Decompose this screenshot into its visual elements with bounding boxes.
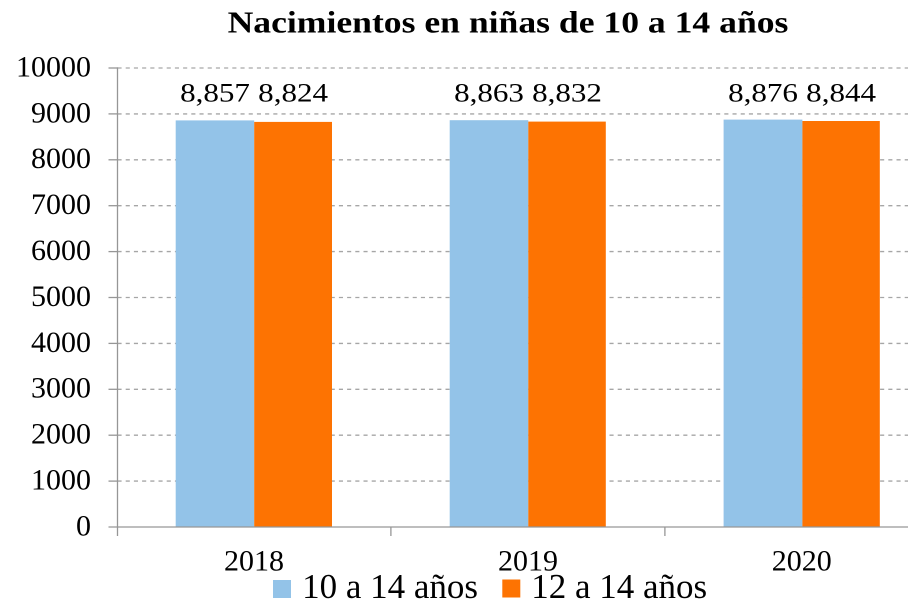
- svg-text:4000: 4000: [31, 326, 91, 359]
- svg-text:2000: 2000: [31, 418, 91, 451]
- svg-text:8000: 8000: [31, 142, 91, 175]
- svg-text:8,844: 8,844: [806, 79, 876, 108]
- svg-text:8,876: 8,876: [728, 79, 798, 108]
- svg-text:6000: 6000: [31, 234, 91, 267]
- svg-text:7000: 7000: [31, 188, 91, 221]
- svg-text:9000: 9000: [31, 96, 91, 129]
- svg-text:0: 0: [76, 509, 91, 542]
- svg-text:12 a 14 años: 12 a 14 años: [531, 567, 707, 606]
- svg-text:10000: 10000: [16, 50, 91, 83]
- svg-text:8,863: 8,863: [454, 79, 524, 108]
- svg-text:8,832: 8,832: [532, 79, 602, 108]
- svg-text:Nacimientos en niñas de 10 a 1: Nacimientos en niñas de 10 a 14 años: [228, 6, 789, 40]
- svg-text:2020: 2020: [772, 545, 832, 578]
- svg-text:2018: 2018: [224, 545, 284, 578]
- svg-text:8,857: 8,857: [180, 79, 250, 108]
- svg-text:5000: 5000: [31, 280, 91, 313]
- svg-text:3000: 3000: [31, 372, 91, 405]
- svg-text:10 a 14 años: 10 a 14 años: [302, 567, 478, 606]
- svg-text:8,824: 8,824: [258, 79, 328, 108]
- svg-text:2019: 2019: [498, 545, 558, 578]
- svg-text:1000: 1000: [31, 464, 91, 497]
